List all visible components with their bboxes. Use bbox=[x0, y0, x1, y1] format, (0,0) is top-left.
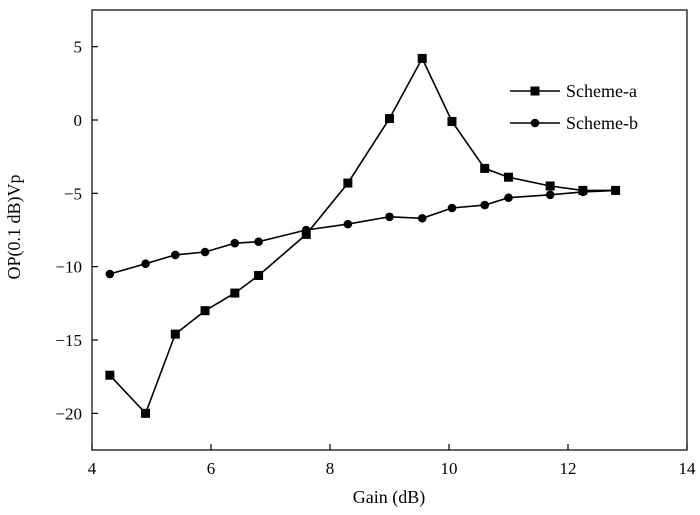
y-tick-label: −20 bbox=[55, 404, 82, 423]
data-point-scheme-a bbox=[447, 116, 457, 126]
data-point-scheme-a bbox=[301, 229, 311, 239]
data-point-scheme-b bbox=[611, 186, 620, 195]
data-point-scheme-b bbox=[141, 259, 150, 269]
x-tick-label: 8 bbox=[326, 459, 335, 478]
data-point-scheme-a bbox=[417, 53, 427, 63]
y-axis-title: OP(0.1 dB)Vp bbox=[4, 174, 25, 279]
data-point-scheme-b bbox=[504, 193, 513, 203]
x-tick-label: 4 bbox=[88, 459, 97, 478]
plot-frame bbox=[91, 9, 688, 451]
legend: Scheme-a Scheme-b bbox=[510, 81, 638, 133]
data-point-scheme-a bbox=[230, 288, 240, 298]
series-line-scheme-a bbox=[109, 56, 616, 415]
y-tick-label: −10 bbox=[55, 258, 82, 277]
series-line-scheme-b bbox=[109, 189, 616, 275]
data-point-scheme-b bbox=[171, 250, 180, 260]
x-tick-label: 10 bbox=[441, 459, 458, 478]
data-point-scheme-b bbox=[200, 247, 210, 257]
data-point-scheme-a bbox=[105, 370, 115, 380]
data-point-scheme-b bbox=[480, 200, 490, 210]
data-point-scheme-a bbox=[480, 163, 490, 173]
data-point-scheme-a bbox=[254, 270, 264, 280]
data-point-scheme-a bbox=[545, 181, 555, 191]
data-point-scheme-b bbox=[301, 225, 311, 235]
legend-label-scheme-a: Scheme-a bbox=[566, 81, 637, 101]
legend-marker-scheme-a bbox=[530, 86, 540, 96]
data-point-scheme-b bbox=[545, 190, 555, 200]
series-scheme-a bbox=[105, 53, 621, 418]
data-point-scheme-b bbox=[105, 269, 115, 279]
data-point-scheme-a bbox=[343, 178, 353, 188]
data-point-scheme-a bbox=[504, 172, 513, 182]
legend-label-scheme-b: Scheme-b bbox=[566, 113, 638, 133]
data-point-scheme-b bbox=[578, 187, 588, 197]
data-point-scheme-b bbox=[447, 203, 457, 213]
data-point-scheme-b bbox=[417, 213, 427, 223]
x-tick-label: 6 bbox=[207, 459, 216, 478]
data-point-scheme-a bbox=[385, 114, 394, 124]
x-axis-title: Gain (dB) bbox=[353, 487, 425, 508]
x-tick-label: 14 bbox=[679, 459, 697, 478]
x-tick-label: 12 bbox=[560, 459, 577, 478]
data-point-scheme-a bbox=[200, 306, 210, 316]
y-tick-label: 0 bbox=[74, 111, 83, 130]
data-point-scheme-a bbox=[141, 408, 151, 418]
series-scheme-b bbox=[105, 186, 620, 279]
data-point-scheme-b bbox=[230, 238, 240, 248]
y-tick-label: −5 bbox=[64, 184, 82, 203]
y-tick-label: −15 bbox=[55, 331, 82, 350]
data-point-scheme-b bbox=[254, 237, 263, 247]
data-point-scheme-b bbox=[343, 219, 353, 229]
data-point-scheme-a bbox=[170, 329, 180, 339]
data-point-scheme-b bbox=[385, 212, 394, 222]
y-tick-label: 5 bbox=[74, 38, 83, 57]
legend-marker-scheme-b bbox=[530, 118, 540, 128]
